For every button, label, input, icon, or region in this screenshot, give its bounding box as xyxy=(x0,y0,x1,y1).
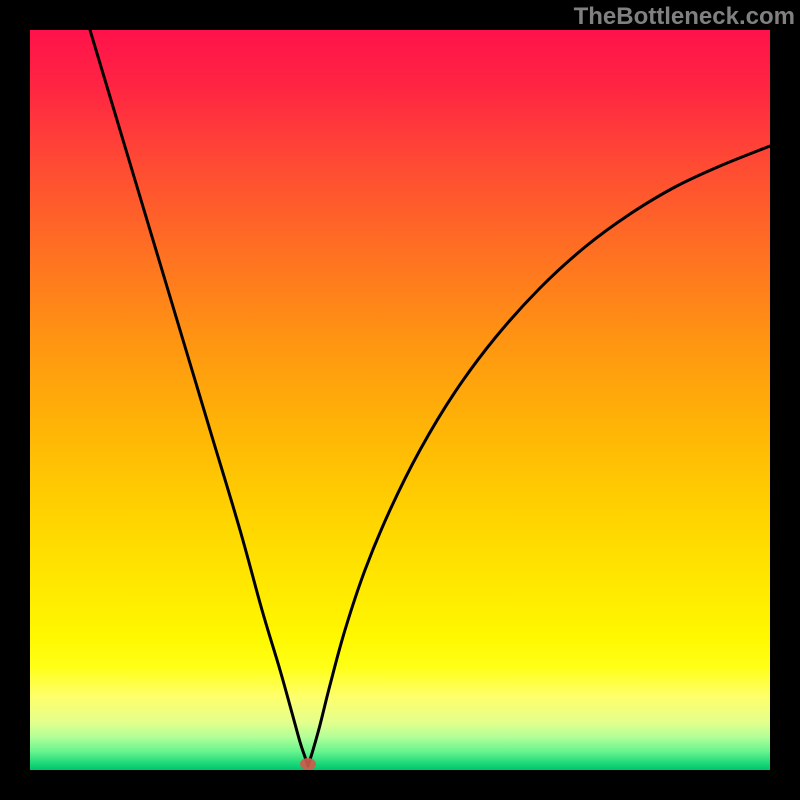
chart-frame xyxy=(770,0,800,800)
bottleneck-curve xyxy=(30,30,770,770)
optimal-point-marker xyxy=(300,758,316,770)
watermark-text: TheBottleneck.com xyxy=(574,3,795,31)
chart-frame xyxy=(0,770,800,800)
curve-left-branch xyxy=(90,30,308,766)
curve-right-branch xyxy=(308,146,770,766)
chart-frame xyxy=(0,0,30,800)
plot-area xyxy=(30,30,770,770)
